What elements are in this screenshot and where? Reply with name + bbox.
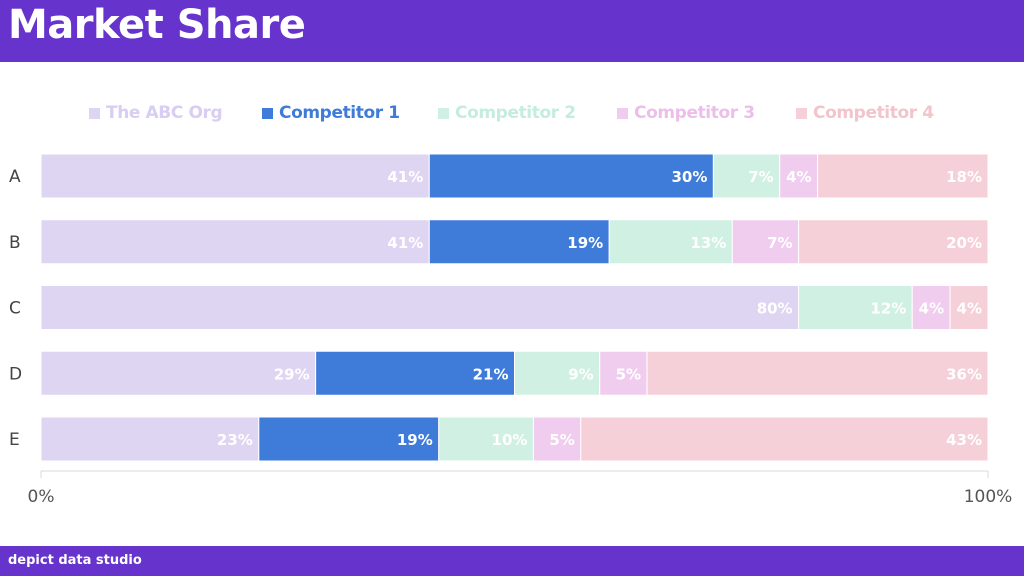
bar-a-series-2	[712, 153, 781, 199]
bar-a-series-1	[428, 153, 714, 199]
bar-b-series-3	[731, 219, 800, 265]
bar-b-series-1	[428, 219, 610, 265]
data-label-d-series-2: 9%	[568, 365, 593, 383]
data-label-c-series-0: 80%	[757, 300, 793, 318]
legend-item-competitor-4: Competitor 4	[796, 100, 934, 126]
bar-e-series-0	[40, 416, 260, 462]
legend-item-competitor-3: Competitor 3	[617, 100, 755, 126]
data-label-a-series-4: 18%	[946, 168, 982, 186]
legend-label-3: Competitor 3	[634, 103, 755, 123]
bar-a-series-0	[40, 153, 430, 199]
data-label-b-series-3: 7%	[767, 234, 792, 252]
bar-group: A 41% 30% 7% 4% 18% B 41% 19% 13% 7% 20% C 80% 12% 4% 4%…	[9, 153, 989, 462]
bar-e-series-3	[532, 416, 582, 462]
page-title: Market Share	[8, 2, 306, 48]
data-label-c-series-3: 4%	[919, 300, 944, 318]
bar-b-series-0	[40, 219, 430, 265]
category-label-d: D	[9, 364, 22, 384]
legend-label-1: Competitor 1	[279, 103, 400, 123]
data-label-e-series-3: 5%	[549, 431, 574, 449]
data-label-e-series-1: 19%	[397, 431, 433, 449]
x-axis: 0% 100%	[28, 470, 1013, 507]
data-label-b-series-0: 41%	[387, 234, 423, 252]
bar-e-series-1	[258, 416, 440, 462]
bar-c-series-3	[911, 285, 951, 330]
legend-swatch-2	[438, 107, 449, 119]
title-bar: Market Share	[0, 0, 1024, 62]
legend: The ABC Org Competitor 1 Competitor 2 Co…	[0, 100, 1024, 126]
bar-d-series-0	[40, 350, 317, 396]
bar-c-series-0	[40, 285, 800, 330]
data-label-d-series-3: 5%	[616, 365, 641, 383]
data-label-a-series-3: 4%	[786, 168, 811, 186]
data-label-e-series-4: 43%	[946, 431, 982, 449]
category-label-b: B	[9, 233, 21, 253]
legend-swatch-3	[617, 107, 628, 119]
legend-swatch-1	[262, 107, 273, 119]
data-label-b-series-1: 19%	[567, 234, 603, 252]
legend-label-4: Competitor 4	[813, 103, 934, 123]
category-label-a: A	[9, 167, 21, 187]
data-label-b-series-4: 20%	[946, 234, 982, 252]
category-label-c: C	[9, 299, 21, 319]
legend-swatch-4	[796, 107, 807, 119]
data-label-a-series-0: 41%	[387, 168, 423, 186]
legend-item-the-abc-org: The ABC Org	[89, 100, 223, 126]
x-tick-label-100: 100%	[964, 487, 1013, 507]
footer-bar: depict data studio	[0, 546, 1024, 576]
data-label-d-series-1: 21%	[473, 365, 509, 383]
bar-c-series-4	[949, 285, 989, 330]
bar-d-series-1	[315, 350, 515, 396]
bar-c-series-2	[798, 285, 913, 330]
data-label-a-series-2: 7%	[748, 168, 773, 186]
data-label-c-series-2: 12%	[870, 300, 906, 318]
legend-label-0: The ABC Org	[106, 103, 223, 123]
x-tick-label-0: 0%	[28, 487, 55, 507]
legend-swatch-0	[89, 107, 100, 119]
bar-d-series-3	[599, 350, 648, 396]
bar-a-series-4	[817, 153, 989, 199]
data-label-d-series-0: 29%	[274, 365, 310, 383]
data-label-a-series-1: 30%	[671, 168, 707, 186]
data-label-e-series-0: 23%	[217, 431, 253, 449]
category-label-e: E	[9, 430, 20, 450]
bar-a-series-3	[779, 153, 819, 199]
brand-label: depict data studio	[8, 553, 142, 568]
legend-label-2: Competitor 2	[455, 103, 576, 123]
bar-e-series-4	[580, 416, 989, 462]
bar-b-series-2	[608, 219, 733, 265]
bar-d-series-2	[514, 350, 601, 396]
data-label-b-series-2: 13%	[690, 234, 726, 252]
bar-e-series-2	[438, 416, 534, 462]
stacked-bar-chart: A 41% 30% 7% 4% 18% B 41% 19% 13% 7% 20% C 80% 12% 4% 4%…	[9, 153, 1013, 507]
data-label-d-series-4: 36%	[946, 365, 982, 383]
bar-d-series-4	[646, 350, 989, 396]
legend-item-competitor-1: Competitor 1	[262, 100, 400, 126]
data-label-e-series-2: 10%	[492, 431, 528, 449]
bar-b-series-4	[798, 219, 989, 265]
data-label-c-series-4: 4%	[957, 300, 982, 318]
legend-item-competitor-2: Competitor 2	[438, 100, 576, 126]
